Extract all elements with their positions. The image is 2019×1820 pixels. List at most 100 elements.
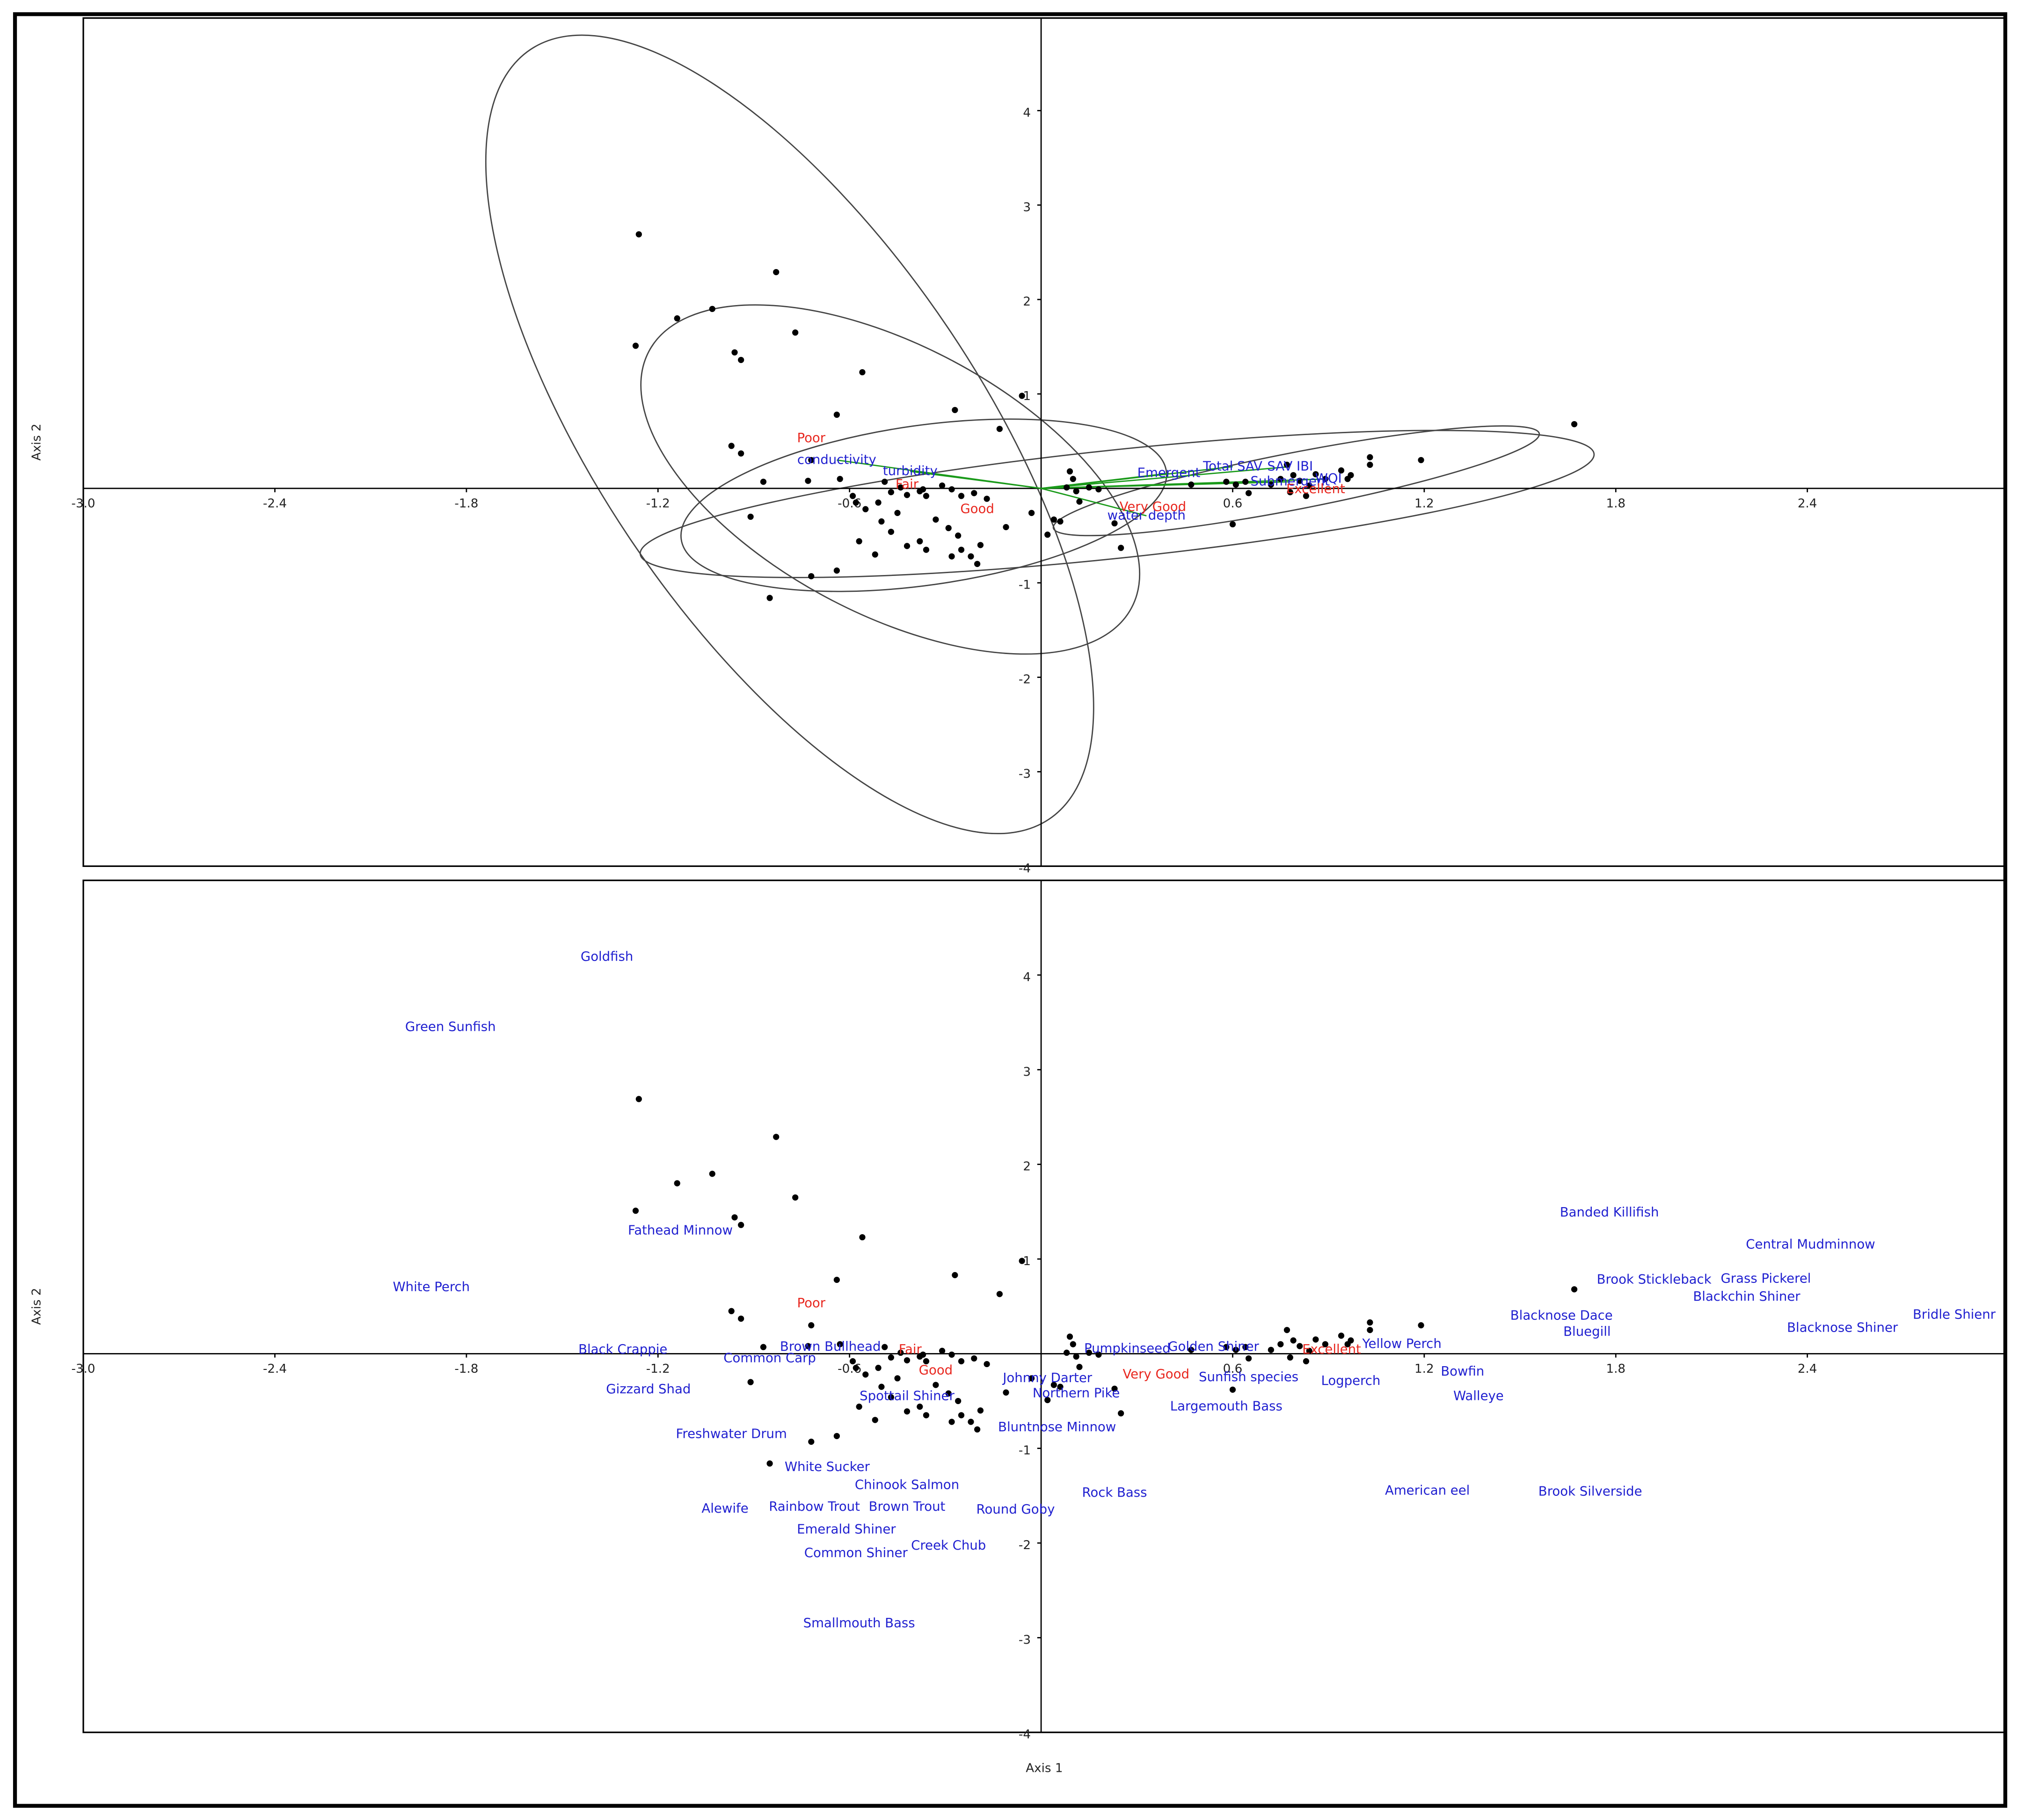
group-label: Very Good — [1122, 1367, 1189, 1382]
site-point — [731, 1214, 738, 1221]
site-point — [632, 1208, 639, 1214]
site-point — [939, 482, 946, 489]
site-point — [853, 499, 859, 506]
biplot-vector — [1041, 488, 1147, 517]
group-label: Good — [919, 1363, 953, 1378]
site-point — [1297, 478, 1303, 484]
site-point — [1070, 1341, 1076, 1347]
site-point — [1044, 531, 1051, 538]
site-point — [971, 1355, 977, 1362]
species-label: Black Crappie — [578, 1342, 667, 1357]
x-tick-label: 2.4 — [1798, 496, 1817, 510]
species-label: American eel — [1385, 1483, 1470, 1498]
site-point — [674, 1180, 680, 1187]
x-tick-label: 1.8 — [1606, 1362, 1625, 1376]
site-point — [792, 1194, 799, 1201]
site-point — [738, 357, 744, 363]
site-point — [875, 1365, 882, 1371]
site-point — [897, 484, 904, 491]
x-tick-label: 1.8 — [1606, 496, 1625, 510]
site-point — [1418, 457, 1424, 463]
site-point — [904, 543, 911, 549]
vector-label: WQI — [1315, 471, 1342, 486]
site-point — [728, 1308, 735, 1314]
vector-label: Emergent — [1137, 466, 1201, 480]
species-label: Gizzard Shad — [606, 1382, 691, 1397]
y-tick-label: -1 — [1019, 578, 1031, 592]
x-tick-label: -2.4 — [263, 1362, 287, 1376]
site-point — [635, 231, 642, 238]
y-tick-label: 2 — [1023, 295, 1031, 309]
site-point — [1070, 476, 1076, 482]
group-ellipse — [639, 430, 1595, 578]
site-point — [945, 525, 952, 531]
site-point — [878, 518, 885, 525]
site-point — [1232, 1347, 1239, 1353]
species-label: Brown Bullhead — [780, 1339, 881, 1354]
x-tick-label: 0.6 — [1223, 496, 1243, 510]
site-point — [1086, 1349, 1093, 1356]
group-label: Excellent — [1286, 481, 1345, 496]
site-point — [1312, 1336, 1319, 1343]
site-point — [1268, 481, 1274, 488]
site-point — [1338, 467, 1345, 474]
y-axis-title: Axis 2 — [29, 1288, 44, 1325]
site-point — [1348, 472, 1354, 479]
site-point — [1232, 481, 1239, 488]
site-point — [897, 1349, 904, 1356]
site-point — [904, 492, 911, 498]
species-label: Bluntnose Minnow — [998, 1420, 1116, 1434]
site-point — [862, 506, 869, 512]
site-point — [1229, 1386, 1236, 1393]
site-point — [917, 538, 923, 545]
site-point — [1338, 1332, 1345, 1339]
site-point — [1312, 471, 1319, 478]
site-point — [958, 493, 965, 499]
species-label: Blackchin Shiner — [1693, 1289, 1800, 1304]
vector-label: Total SAV — [1203, 459, 1262, 473]
species-label: Smallmouth Bass — [803, 1616, 915, 1631]
species-label: Brown Trout — [869, 1499, 946, 1514]
species-label: Blacknose Dace — [1510, 1308, 1613, 1323]
plot-frame — [82, 879, 2006, 1733]
site-point — [674, 315, 680, 322]
site-point — [919, 1351, 926, 1358]
site-point — [1050, 1382, 1057, 1388]
site-point — [1277, 1341, 1284, 1347]
site-point — [849, 493, 856, 499]
vector-label: conductivity — [797, 452, 876, 467]
site-point — [974, 1426, 981, 1433]
site-point — [952, 407, 958, 413]
site-point — [1245, 1355, 1252, 1362]
site-point — [833, 1276, 840, 1283]
site-point — [968, 553, 974, 560]
site-point — [747, 1379, 754, 1385]
site-point — [882, 1344, 888, 1350]
site-point — [1322, 476, 1328, 482]
x-tick-label: 0.6 — [1223, 1362, 1243, 1376]
site-point — [1095, 1351, 1102, 1358]
vector-label: Submergent — [1250, 474, 1330, 489]
x-tick-label: -3.0 — [72, 496, 95, 510]
site-point — [923, 493, 930, 499]
y-tick-label: 2 — [1023, 1160, 1031, 1174]
site-point — [833, 411, 840, 418]
species-label: Rainbow Trout — [769, 1499, 860, 1514]
site-point — [1367, 461, 1373, 468]
species-label: Rock Bass — [1082, 1485, 1147, 1500]
site-point — [984, 1361, 990, 1368]
x-tick-label: -2.4 — [263, 496, 287, 510]
site-point — [760, 479, 767, 485]
site-point — [738, 450, 744, 457]
site-point — [773, 269, 780, 276]
site-point — [977, 1407, 984, 1414]
site-point — [728, 443, 735, 449]
site-point — [984, 495, 990, 502]
x-tick-label: -1.8 — [454, 496, 478, 510]
site-point — [878, 1383, 885, 1390]
site-point — [731, 349, 738, 356]
y-axis-title: Axis 2 — [29, 423, 44, 460]
site-point — [872, 551, 878, 558]
